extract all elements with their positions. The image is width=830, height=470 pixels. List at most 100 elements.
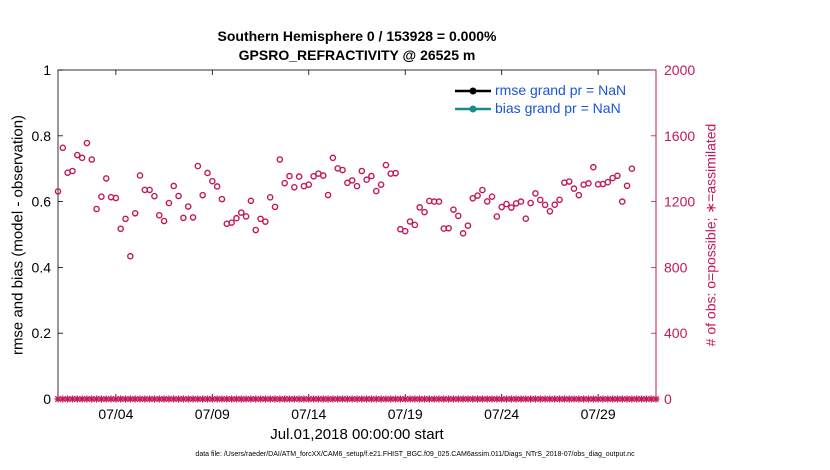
data-file-footer: data file: /Users/raeder/DAI/ATM_forcXX/…	[195, 451, 635, 458]
legend-label-bias: bias grand pr = NaN	[495, 100, 621, 116]
obs-possible-point	[401, 227, 409, 235]
obs-possible-point	[242, 213, 250, 220]
y-axis-right-label: # of obs: o=possible; ∗=assimilated	[702, 123, 719, 347]
obs-assimilated-point	[440, 395, 448, 403]
obs-assimilated-point	[377, 395, 385, 403]
obs-possible-point	[459, 230, 467, 237]
obs-possible-point	[406, 218, 414, 225]
obs-possible-point	[348, 177, 356, 184]
obs-possible-point	[339, 166, 346, 174]
obs-possible-point	[305, 181, 313, 188]
obs-possible-point	[368, 172, 375, 180]
legend-label-rmse: rmse grand pr = NaN	[495, 82, 627, 98]
obs-possible-point	[213, 183, 221, 190]
obs-possible-point	[281, 179, 288, 187]
obs-possible-point	[604, 178, 612, 186]
obs-possible-point	[454, 212, 462, 220]
obs-possible-point	[170, 182, 178, 190]
obs-possible-point	[136, 172, 144, 179]
obs-assimilated-point	[623, 395, 631, 403]
tick-labels: 07/04 07/09 07/14 07/19 07/24 07/29 0 0.2 0.4 0.6…	[32, 62, 696, 422]
obs-assimilated-point	[213, 395, 221, 403]
obs-possible-point	[93, 205, 100, 213]
obs-possible-point	[546, 208, 554, 215]
obs-possible-point	[127, 252, 134, 260]
legend-item-bias: bias grand pr = NaN	[449, 100, 645, 118]
data-marks	[54, 139, 660, 403]
obs-possible-point	[218, 195, 226, 203]
obs-assimilated-point	[560, 395, 568, 403]
obs-assimilated-point	[382, 395, 390, 403]
obs-possible-point	[353, 182, 361, 190]
obs-possible-point	[88, 156, 96, 163]
obs-possible-point	[590, 163, 597, 171]
obs-possible-point	[319, 172, 327, 179]
y-right-tick-label: 1200	[664, 194, 695, 210]
obs-possible-point	[474, 192, 481, 199]
obs-possible-point	[618, 198, 626, 205]
obs-possible-point	[358, 167, 366, 175]
obs-possible-point	[575, 191, 583, 199]
obs-possible-point	[585, 180, 592, 187]
obs-possible-point	[522, 215, 530, 223]
obs-possible-point	[310, 172, 317, 180]
y-axis-left-label: rmse and bias (model - observation)	[9, 114, 27, 356]
obs-assimilated-point	[126, 395, 134, 403]
obs-assimilated-point	[136, 395, 144, 403]
x-tick-label: 07/24	[484, 406, 519, 422]
obs-possible-point	[257, 215, 264, 223]
obs-assimilated-point	[628, 395, 636, 403]
chart-title: Southern Hemisphere 0 / 153928 = 0.000%	[217, 28, 497, 44]
obs-assimilated-point	[204, 395, 211, 403]
y-right-tick-label: 0	[664, 391, 672, 407]
y-left-tick-label: 0.4	[32, 259, 52, 275]
obs-possible-point	[498, 203, 505, 211]
obs-possible-point	[628, 165, 636, 172]
obs-possible-point	[165, 199, 173, 207]
obs-possible-point	[73, 151, 81, 159]
y-right-tick-label: 2000	[664, 62, 695, 78]
obs-assimilated-point	[372, 395, 380, 403]
obs-assimilated-point	[618, 395, 626, 403]
obs-possible-point	[445, 224, 452, 232]
obs-possible-point	[479, 186, 486, 194]
obs-possible-point	[160, 217, 168, 225]
obs-assimilated-point	[570, 395, 578, 403]
obs-possible-point	[146, 186, 153, 194]
obs-assimilated-point	[175, 395, 183, 403]
obs-possible-point	[382, 161, 390, 169]
obs-possible-point	[536, 196, 544, 204]
obs-possible-point	[450, 206, 457, 213]
x-tick-label: 07/09	[195, 406, 230, 422]
obs-assimilated-point	[421, 395, 429, 403]
obs-possible-point	[372, 187, 380, 195]
obs-possible-point	[324, 191, 332, 199]
obs-possible-point	[517, 198, 525, 205]
obs-assimilated-point	[54, 395, 62, 403]
y-left-tick-label: 1	[43, 62, 51, 78]
x-tick-label: 07/14	[291, 406, 326, 422]
obs-assimilated-point	[271, 395, 279, 403]
obs-assimilated-point	[454, 395, 462, 403]
obs-possible-point	[614, 172, 621, 180]
obs-possible-point	[228, 219, 235, 226]
obs-possible-point	[262, 218, 269, 225]
obs-possible-point	[112, 194, 120, 202]
obs-assimilated-point	[184, 395, 192, 403]
obs-assimilated-point	[276, 395, 284, 403]
obs-possible-point	[551, 201, 559, 209]
obs-possible-point	[435, 198, 443, 205]
x-axis-label: Jul.01,2018 00:00:00 start	[270, 426, 444, 443]
y-right-tick-label: 1600	[664, 128, 695, 144]
obs-possible-point	[295, 173, 303, 180]
obs-possible-point	[237, 209, 245, 216]
obs-possible-point	[503, 200, 510, 208]
obs-possible-point	[291, 183, 298, 191]
obs-possible-point	[98, 193, 105, 200]
obs-possible-point	[469, 195, 477, 202]
obs-possible-point	[117, 225, 124, 233]
obs-possible-point	[508, 204, 515, 211]
obs-possible-point	[54, 188, 62, 195]
y-left-tick-label: 0	[43, 391, 51, 407]
